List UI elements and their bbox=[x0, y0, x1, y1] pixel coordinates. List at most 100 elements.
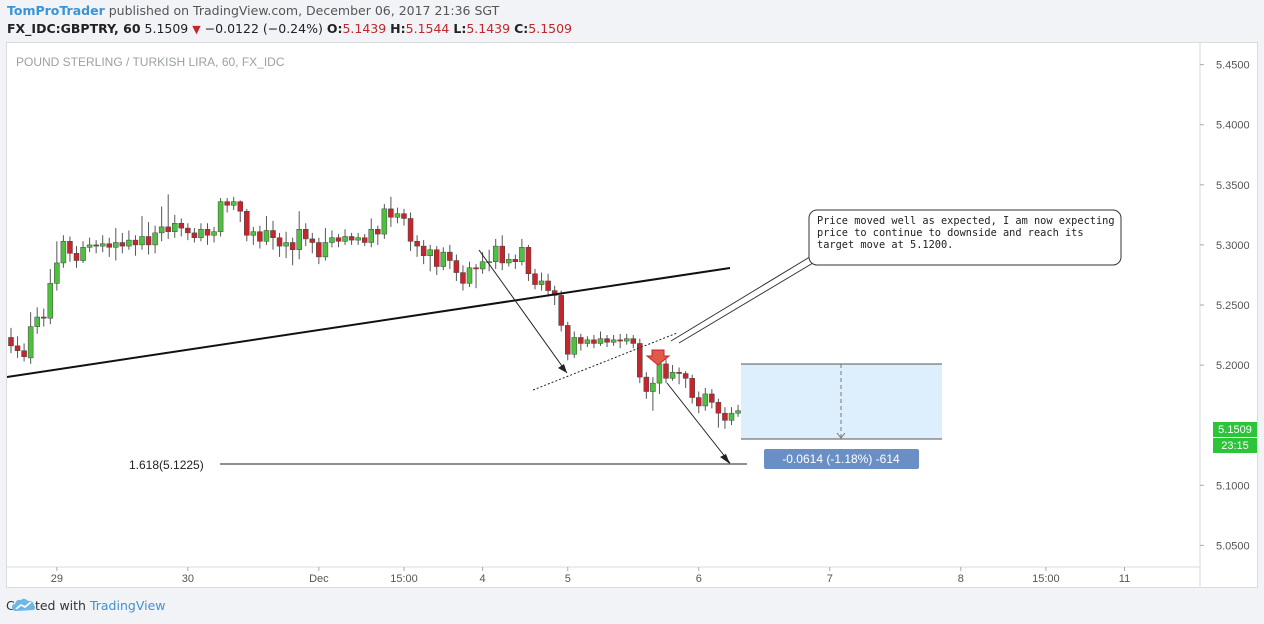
candle-down bbox=[303, 229, 309, 240]
candle-down bbox=[204, 229, 211, 236]
down-arrow-icon: ▼ bbox=[192, 23, 201, 36]
candle-up bbox=[492, 245, 499, 262]
chart-title: POUND STERLING / TURKISH LIRA, 60, FX_ID… bbox=[16, 55, 285, 69]
price-chart[interactable]: POUND STERLING / TURKISH LIRA, 60, FX_ID… bbox=[7, 43, 1257, 587]
arrowhead-1 bbox=[558, 364, 567, 373]
candle-up bbox=[47, 283, 54, 319]
candle-up bbox=[322, 242, 329, 258]
dotted-channel-line[interactable] bbox=[532, 332, 678, 391]
price-axis: 5.4500 5.4000 5.3500 5.3000 5.2500 5.2000 5.10… bbox=[1200, 60, 1250, 552]
last-price-tag-label: 5.1509 bbox=[1218, 424, 1252, 436]
candles-group bbox=[8, 194, 787, 435]
x-tick-label: 29 bbox=[51, 573, 63, 585]
x-tick-label: Dec bbox=[309, 573, 329, 585]
y-tick-label: 5.4500 bbox=[1216, 60, 1250, 72]
projection-arrow-1[interactable] bbox=[478, 249, 568, 374]
open-label: O: bbox=[326, 21, 343, 36]
candle-down bbox=[165, 226, 171, 232]
close-value: 5.1509 bbox=[528, 21, 573, 36]
candle-up bbox=[381, 208, 388, 235]
candle-down bbox=[434, 249, 440, 267]
open-value: 5.1439 bbox=[342, 21, 387, 36]
candle-up bbox=[597, 338, 604, 344]
annotation-callout[interactable] bbox=[808, 209, 1122, 266]
price-change: −0.0122 (−0.24%) bbox=[204, 21, 323, 36]
candle-down bbox=[637, 343, 643, 378]
candle-up bbox=[230, 201, 237, 206]
candle-up bbox=[584, 339, 591, 344]
candle-down bbox=[525, 247, 532, 275]
trendline[interactable] bbox=[7, 267, 731, 378]
candle-down bbox=[178, 223, 185, 229]
candle-up bbox=[329, 237, 335, 243]
candle-up bbox=[702, 393, 709, 407]
candle-down bbox=[558, 295, 564, 326]
x-tick-label: 11 bbox=[1119, 573, 1130, 585]
candle-up bbox=[669, 372, 676, 379]
candle-down bbox=[41, 316, 47, 319]
candle-up bbox=[368, 229, 374, 243]
countdown-tag bbox=[1213, 438, 1257, 453]
y-tick-label: 5.3000 bbox=[1216, 240, 1250, 252]
candle-up bbox=[283, 242, 289, 247]
candle-up bbox=[99, 243, 106, 247]
candle-down bbox=[361, 237, 368, 243]
last-price: 5.1509 bbox=[144, 21, 189, 36]
candle-down bbox=[715, 402, 722, 414]
author-link[interactable]: TomProTrader bbox=[7, 3, 105, 18]
x-tick-label: 5 bbox=[565, 573, 571, 585]
down-arrow-marker-icon[interactable] bbox=[645, 349, 671, 366]
candle-down bbox=[460, 272, 466, 284]
candle-down bbox=[316, 242, 322, 258]
candle-down bbox=[663, 363, 669, 379]
low-label: L: bbox=[453, 21, 467, 36]
candle-down bbox=[689, 378, 695, 398]
high-label: H: bbox=[390, 21, 406, 36]
y-tick-label: 5.3500 bbox=[1216, 180, 1250, 192]
projection-arrow-2[interactable] bbox=[666, 382, 731, 464]
x-tick-label: 15:00 bbox=[1032, 573, 1060, 585]
close-label: C: bbox=[514, 21, 529, 36]
candle-up bbox=[656, 363, 663, 384]
candle-up bbox=[34, 316, 40, 327]
candle-down bbox=[289, 242, 296, 250]
candle-up bbox=[538, 280, 545, 285]
candle-down bbox=[630, 338, 636, 344]
candle-down bbox=[276, 237, 283, 247]
candle-down bbox=[578, 337, 584, 344]
chart-panel[interactable]: POUND STERLING / TURKISH LIRA, 60, FX_ID… bbox=[6, 42, 1258, 588]
candle-down bbox=[407, 218, 414, 242]
candle-down bbox=[335, 237, 342, 242]
candle-down bbox=[499, 245, 505, 264]
candle-up bbox=[355, 237, 361, 241]
candle-down bbox=[591, 339, 597, 344]
candle-down bbox=[224, 201, 230, 206]
low-value: 5.1439 bbox=[466, 21, 511, 36]
candle-up bbox=[650, 382, 656, 392]
publish-header: TomProTrader published on TradingView.co… bbox=[0, 0, 1264, 42]
callout-pointer-1 bbox=[670, 254, 814, 342]
candle-down bbox=[565, 325, 571, 355]
candle-down bbox=[722, 412, 728, 421]
candle-down bbox=[185, 227, 191, 234]
candle-down bbox=[119, 242, 126, 247]
measure-label: -0.0614 (-1.18%) -614 bbox=[782, 452, 900, 466]
candle-down bbox=[191, 232, 198, 238]
candle-up bbox=[506, 259, 512, 264]
tradingview-link[interactable]: TradingView bbox=[89, 598, 166, 613]
candle-down bbox=[696, 397, 702, 407]
candle-down bbox=[617, 339, 623, 342]
candle-down bbox=[388, 208, 394, 218]
countdown-tag-label: 23:15 bbox=[1221, 440, 1249, 452]
candle-down bbox=[420, 245, 427, 256]
candle-up bbox=[86, 244, 93, 248]
candle-up bbox=[486, 261, 492, 263]
candle-up bbox=[60, 241, 67, 264]
candle-up bbox=[623, 338, 630, 342]
x-tick-label: 7 bbox=[827, 573, 833, 585]
candle-down bbox=[132, 239, 139, 246]
y-tick-label: 5.4000 bbox=[1216, 120, 1250, 132]
y-tick-label: 5.1000 bbox=[1216, 480, 1250, 492]
footer: Created with TradingView bbox=[6, 598, 165, 613]
candle-down bbox=[375, 229, 381, 235]
